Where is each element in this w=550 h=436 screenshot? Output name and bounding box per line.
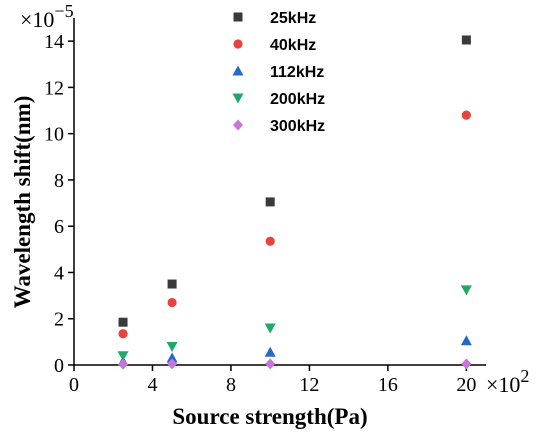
- data-point: [264, 323, 276, 334]
- y-tick-label: 4: [54, 262, 64, 284]
- legend-marker: [232, 93, 244, 104]
- data-point: [265, 358, 276, 370]
- x-axis-title: Source strength(Pa): [172, 404, 367, 429]
- data-point: [460, 335, 472, 346]
- y-multiplier: ×10−5: [20, 1, 74, 32]
- legend: 25kHz 40kHz 112kHz 200kHz 300kHz: [232, 10, 325, 135]
- data-point: [117, 351, 129, 362]
- legend-label: 112kHz: [270, 64, 324, 81]
- y-tick-label: 6: [54, 216, 64, 238]
- series-200kHz: [117, 285, 472, 362]
- data-points: [117, 35, 472, 370]
- series-40kHz: [118, 110, 471, 339]
- x-tick-label: 4: [147, 374, 157, 396]
- data-point: [167, 279, 177, 289]
- data-point: [461, 358, 472, 370]
- series-300kHz: [118, 358, 472, 370]
- y-tick-label: 8: [54, 170, 64, 192]
- data-point: [460, 285, 472, 296]
- x-tick-label: 8: [226, 374, 236, 396]
- y-tick-label: 10: [44, 124, 64, 146]
- data-point: [461, 110, 471, 120]
- legend-marker: [233, 39, 243, 49]
- legend-label: 40kHz: [270, 37, 316, 54]
- series-25kHz: [118, 35, 471, 327]
- legend-label: 25kHz: [270, 10, 316, 27]
- x-tick-label: 16: [378, 374, 398, 396]
- legend-label: 300kHz: [270, 118, 325, 135]
- y-tick-label: 12: [44, 77, 64, 99]
- x-multiplier: ×102: [486, 366, 529, 397]
- axes: [73, 18, 486, 366]
- data-point: [166, 352, 178, 363]
- legend-marker: [233, 119, 243, 131]
- data-point: [265, 236, 275, 246]
- y-tick-label: 2: [54, 309, 64, 331]
- data-point: [118, 329, 128, 339]
- y-ticks: 0 2 4 6 8 10 12 14: [44, 31, 74, 377]
- data-point: [166, 341, 178, 352]
- y-tick-label: 0: [54, 355, 64, 377]
- legend-label: 200kHz: [270, 91, 325, 108]
- y-axis-title: Wavelength shift(nm): [10, 96, 35, 309]
- x-ticks: 0 4 8 12 16 20: [69, 365, 476, 396]
- x-tick-label: 20: [456, 374, 476, 396]
- data-point: [118, 317, 128, 327]
- data-point: [167, 358, 178, 370]
- data-point: [118, 358, 129, 370]
- x-tick-label: 0: [69, 374, 79, 396]
- x-tick-label: 12: [299, 374, 319, 396]
- legend-marker: [233, 12, 243, 22]
- data-point: [461, 35, 471, 45]
- y-tick-label: 14: [44, 31, 64, 53]
- data-point: [167, 297, 177, 308]
- data-point: [264, 346, 276, 357]
- legend-marker: [232, 65, 244, 76]
- data-point: [265, 197, 275, 207]
